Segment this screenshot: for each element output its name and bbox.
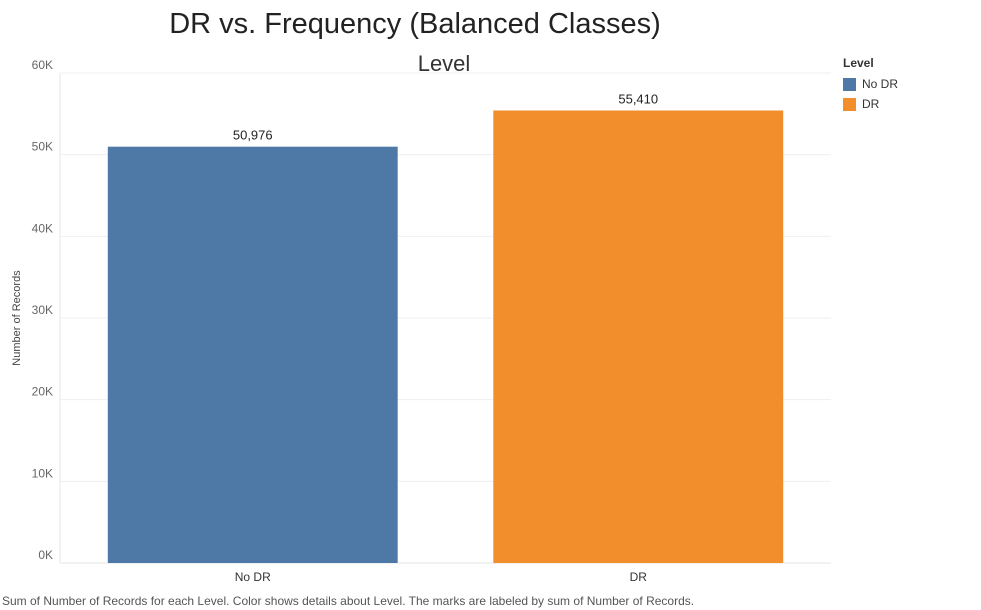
bar-no-dr[interactable]: [107, 146, 398, 564]
y-tick-label: 60K: [32, 58, 53, 72]
y-tick-label: 50K: [32, 140, 53, 154]
bar-dr[interactable]: [493, 110, 784, 564]
y-axis: 0K 10K 20K 30K 40K 50K 60K: [32, 58, 53, 562]
legend: Level No DR DR: [843, 56, 898, 114]
legend-label-dr: DR: [862, 97, 880, 111]
legend-item-no-dr[interactable]: No DR: [843, 74, 898, 94]
legend-swatch-no-dr: [843, 77, 856, 91]
legend-label-no-dr: No DR: [862, 77, 899, 91]
y-axis-title: Number of Records: [11, 270, 23, 366]
x-tick-label: DR: [630, 570, 648, 584]
legend-item-dr[interactable]: DR: [843, 94, 898, 114]
x-axis: No DR DR: [235, 570, 648, 584]
y-tick-label: 30K: [32, 303, 53, 317]
data-label: 50,976: [233, 128, 273, 143]
legend-swatch-dr: [843, 97, 856, 111]
y-tick-label: 10K: [32, 466, 53, 480]
y-tick-label: 0K: [38, 548, 53, 562]
y-tick-label: 40K: [32, 221, 53, 235]
column-header-label: Level: [418, 51, 471, 76]
chart-title: DR vs. Frequency (Balanced Classes): [169, 8, 661, 40]
bars: 50,976 55,410: [107, 91, 784, 564]
legend-title: Level: [843, 56, 874, 70]
chart-caption: Sum of Number of Records for each Level.…: [2, 594, 695, 608]
y-tick-label: 20K: [32, 385, 53, 399]
x-tick-label: No DR: [235, 570, 271, 584]
data-label: 55,410: [618, 91, 658, 106]
